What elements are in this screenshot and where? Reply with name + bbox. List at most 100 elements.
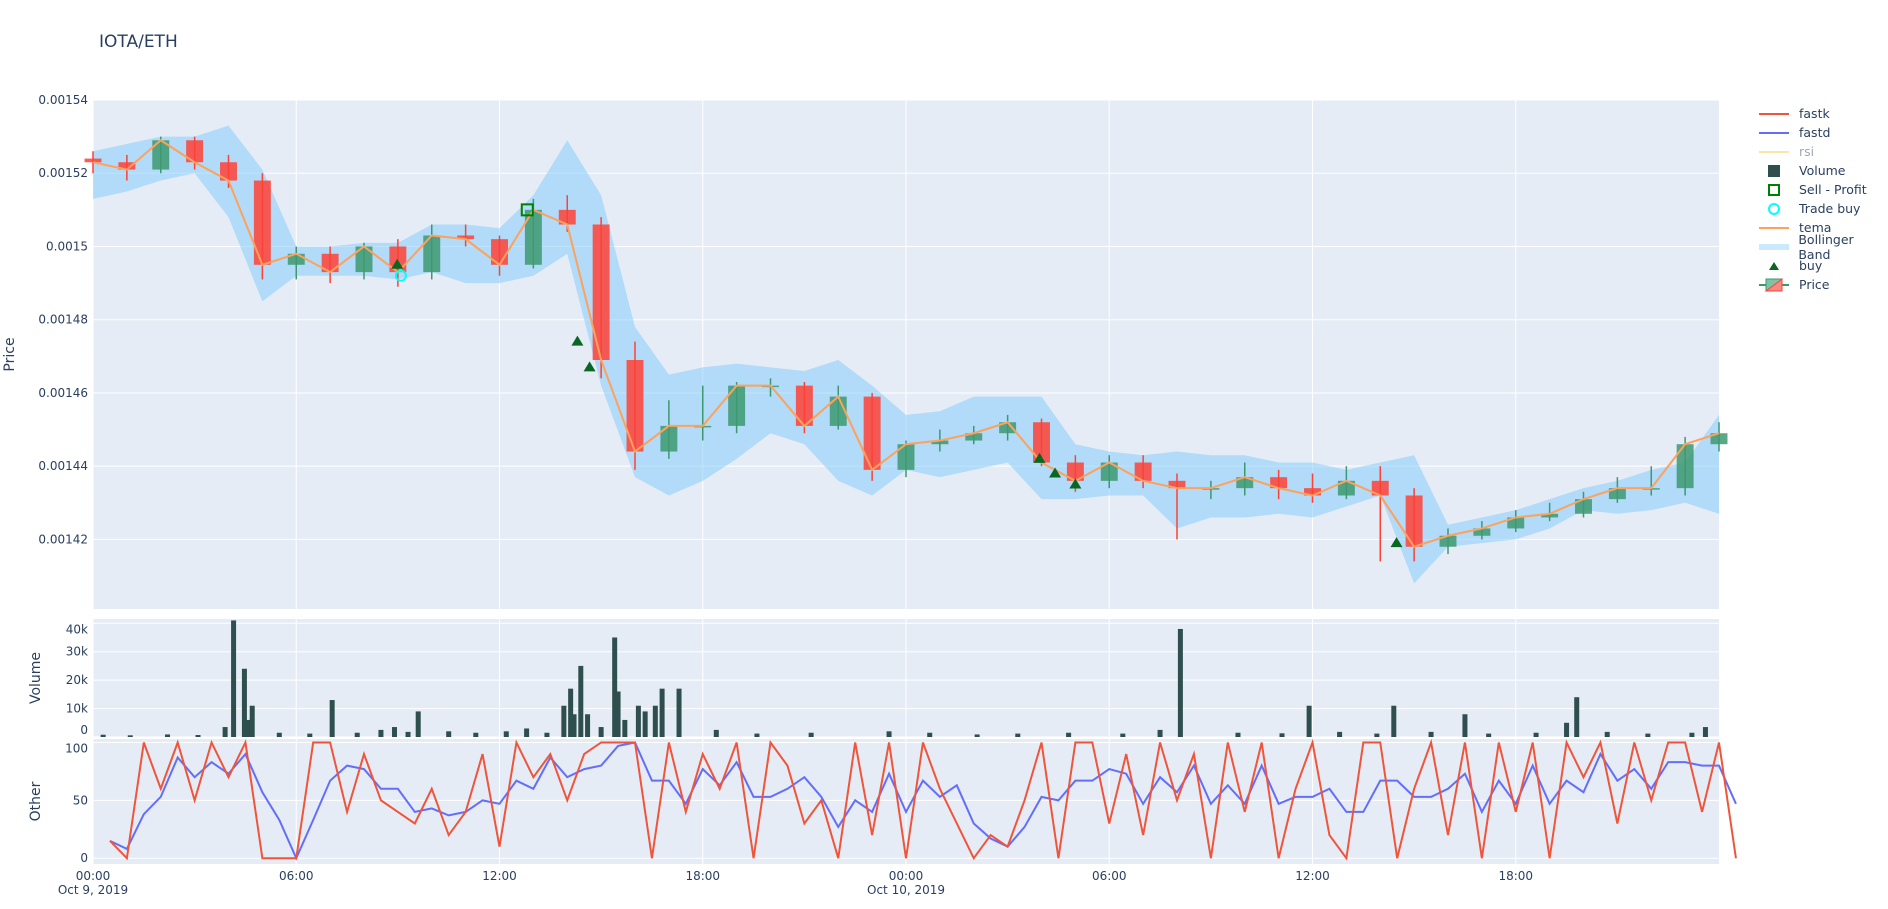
volume-bar <box>713 729 719 737</box>
line-icon <box>1759 226 1789 229</box>
triangle-up-icon <box>1769 261 1779 270</box>
candle-body <box>355 246 373 273</box>
square-filled-icon <box>1768 164 1780 177</box>
trade-buy-marker <box>394 269 407 282</box>
volume-bar <box>578 665 584 737</box>
candlestick <box>1100 455 1118 489</box>
volume-bar <box>1564 722 1570 737</box>
candle-body <box>1168 480 1186 489</box>
legend-item-bollinger-band[interactable]: Bollinger Band <box>1757 232 1888 262</box>
volume-bar <box>1702 727 1708 737</box>
volume-bar <box>754 733 760 737</box>
legend-item-fastd[interactable]: fastd <box>1757 123 1888 142</box>
legend-label: Sell - Profit <box>1799 182 1867 197</box>
legend-label: fastk <box>1799 106 1830 121</box>
legend-item-rsi[interactable]: rsi <box>1757 142 1888 161</box>
legend-item-price[interactable]: Price <box>1757 275 1888 294</box>
square-open-icon <box>1768 183 1780 196</box>
candlestick <box>592 217 610 379</box>
volume-bar <box>503 731 509 737</box>
candle-body <box>1473 528 1491 536</box>
legend-item-trade-buy[interactable]: Trade buy <box>1757 199 1888 218</box>
volume-bar <box>886 731 892 737</box>
volume-bar <box>642 711 648 737</box>
volume-bar <box>391 727 397 737</box>
tema-line <box>92 139 1720 548</box>
volume-bar <box>585 714 591 737</box>
candle-body <box>118 162 136 170</box>
candle-body <box>220 162 237 181</box>
volume-bar <box>1337 731 1343 737</box>
buy-marker <box>391 258 404 269</box>
candle-body <box>1541 513 1559 518</box>
candlestick <box>1168 473 1186 540</box>
x-tick-label: 18:00 <box>685 869 720 883</box>
candlestick <box>728 381 746 434</box>
candle-body <box>186 140 204 163</box>
y-tick-label: 30k <box>66 645 88 659</box>
volume-bar <box>1486 733 1492 737</box>
y-tick-label: 20k <box>66 673 88 687</box>
legend-label: buy <box>1799 258 1823 273</box>
y-tick-label: 0 <box>80 851 88 865</box>
candle-body <box>1134 462 1152 481</box>
candle-body <box>965 433 983 441</box>
y-tick-label: 50 <box>73 793 88 807</box>
x-tick-label: 18:00 <box>1498 869 1533 883</box>
y-axis-title: Price <box>2 337 18 371</box>
legend-label: tema <box>1799 220 1832 235</box>
volume-bar <box>571 714 577 737</box>
volume-bar <box>1533 732 1539 737</box>
candlestick <box>1304 473 1321 503</box>
buy-marker <box>1049 467 1062 478</box>
volume-bar <box>927 732 933 737</box>
y-tick-label: 0 <box>80 723 88 737</box>
buy-marker <box>571 335 584 346</box>
volume-bar <box>1066 732 1072 737</box>
volume-bar <box>231 620 237 737</box>
candle-body <box>287 253 305 265</box>
candle-body <box>660 425 678 452</box>
band-icon <box>1759 243 1789 250</box>
candlestick <box>457 224 475 247</box>
volume-bar <box>808 732 814 737</box>
y-tick-label: 40k <box>66 622 88 636</box>
candlestick <box>1270 469 1288 500</box>
candle-body <box>1033 422 1050 463</box>
volume-bar <box>612 637 618 737</box>
volume-bar <box>1689 732 1695 737</box>
legend-label: rsi <box>1799 144 1815 159</box>
volume-bar <box>1428 731 1434 737</box>
sell-profit-marker <box>520 203 534 217</box>
candle-body <box>1575 499 1592 514</box>
volume-bar <box>1177 628 1183 737</box>
volume-bar <box>249 705 255 737</box>
legend-item-tema[interactable]: tema <box>1757 218 1888 237</box>
legend-item-volume[interactable]: Volume <box>1757 161 1888 180</box>
legend-item-buy[interactable]: buy <box>1757 256 1888 275</box>
candlestick <box>965 425 983 445</box>
candle-body <box>1066 462 1084 481</box>
x-tick-date: Oct 10, 2019 <box>867 883 945 897</box>
candle-body <box>999 422 1017 434</box>
legend-item-sell-profit[interactable]: Sell - Profit <box>1757 180 1888 199</box>
x-tick-label: 00:00 <box>76 869 111 883</box>
buy-marker <box>1390 537 1403 548</box>
candle-body <box>253 180 271 265</box>
candle-body <box>321 253 339 273</box>
y-tick-label: 0.00144 <box>38 459 88 473</box>
legend-item-fastk[interactable]: fastk <box>1757 104 1888 123</box>
volume-bar <box>1574 697 1580 737</box>
candle-body <box>1270 477 1288 489</box>
candlestick <box>660 400 678 459</box>
volume-bar <box>195 735 201 737</box>
candle-body <box>423 235 441 273</box>
candle-body <box>863 396 881 470</box>
volume-bar <box>1604 731 1610 737</box>
candlestick <box>897 440 915 478</box>
candle-body <box>1236 477 1254 489</box>
volume-bar <box>127 735 133 737</box>
candle-body <box>592 224 610 360</box>
candle-body <box>524 209 542 265</box>
